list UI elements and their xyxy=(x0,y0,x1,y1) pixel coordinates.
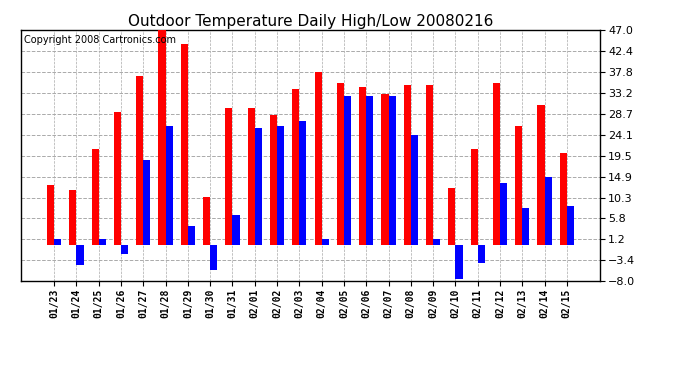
Bar xyxy=(566,206,574,245)
Bar xyxy=(188,226,195,245)
Bar xyxy=(433,239,440,245)
Bar xyxy=(159,30,166,245)
Bar xyxy=(455,245,462,279)
Bar xyxy=(337,82,344,245)
Bar xyxy=(69,190,77,245)
Bar xyxy=(248,108,255,245)
Bar xyxy=(515,126,522,245)
Bar xyxy=(404,85,411,245)
Bar xyxy=(233,215,239,245)
Bar xyxy=(270,114,277,245)
Bar xyxy=(255,128,262,245)
Bar xyxy=(544,177,552,245)
Bar xyxy=(47,185,55,245)
Bar xyxy=(477,245,485,263)
Bar xyxy=(560,153,566,245)
Bar xyxy=(538,105,544,245)
Bar xyxy=(166,126,172,245)
Bar xyxy=(203,197,210,245)
Bar xyxy=(293,89,299,245)
Bar xyxy=(55,239,61,245)
Text: Copyright 2008 Cartronics.com: Copyright 2008 Cartronics.com xyxy=(23,35,175,45)
Bar xyxy=(114,112,121,245)
Title: Outdoor Temperature Daily High/Low 20080216: Outdoor Temperature Daily High/Low 20080… xyxy=(128,14,493,29)
Bar xyxy=(448,188,455,245)
Bar xyxy=(366,96,373,245)
Bar xyxy=(493,82,500,245)
Bar xyxy=(277,126,284,245)
Bar xyxy=(426,85,433,245)
Bar xyxy=(181,44,188,245)
Bar xyxy=(92,149,99,245)
Bar xyxy=(210,245,217,270)
Bar xyxy=(315,72,322,245)
Bar xyxy=(99,239,106,245)
Bar xyxy=(522,208,529,245)
Bar xyxy=(471,149,477,245)
Bar xyxy=(359,87,366,245)
Bar xyxy=(344,96,351,245)
Bar xyxy=(500,183,507,245)
Bar xyxy=(226,108,233,245)
Bar xyxy=(411,135,418,245)
Bar xyxy=(121,245,128,254)
Bar xyxy=(388,96,395,245)
Bar xyxy=(77,245,83,265)
Bar xyxy=(144,160,150,245)
Bar xyxy=(299,122,306,245)
Bar xyxy=(382,94,388,245)
Bar xyxy=(136,76,144,245)
Bar xyxy=(322,239,328,245)
